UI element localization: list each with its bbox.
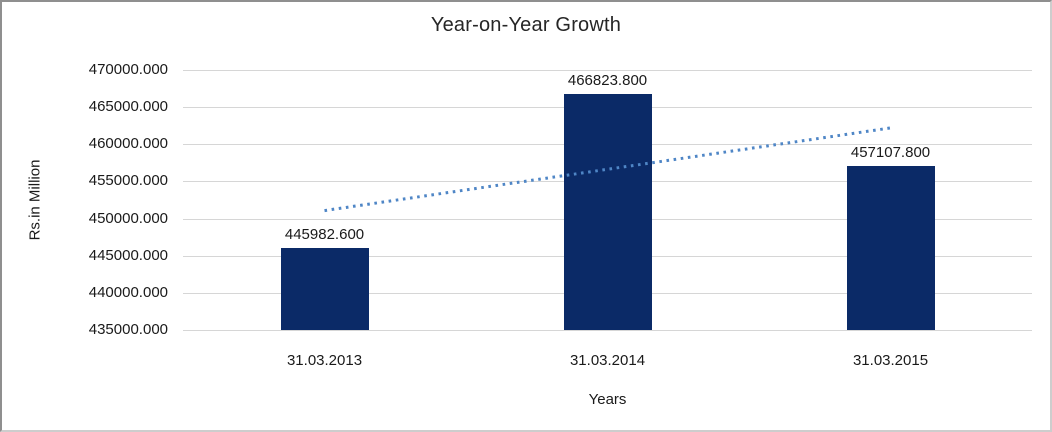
y-axis-title: Rs.in Million [26, 159, 44, 241]
chart-title: Year-on-Year Growth [430, 14, 622, 36]
bar [563, 93, 652, 330]
gridline [183, 70, 1032, 71]
y-tick-label: 465000.000 [88, 98, 168, 116]
y-tick-label: 460000.000 [88, 135, 168, 153]
plot-area: 445982.600 466823.800 457107.800 [183, 70, 1032, 331]
bar-value-label: 457107.800 [850, 143, 931, 161]
y-tick-label: 445000.000 [88, 246, 168, 264]
y-tick-label: 470000.000 [88, 61, 168, 78]
bar-value-label: 466823.800 [567, 71, 648, 89]
trendline [324, 126, 891, 213]
x-category-label: 31.03.2013 [286, 352, 363, 369]
x-category-label: 31.03.2015 [852, 352, 929, 369]
x-axis-title: Years [588, 391, 627, 408]
y-tick-label: 440000.000 [88, 283, 168, 301]
y-tick-label: 435000.000 [88, 321, 168, 338]
y-tick-label: 450000.000 [88, 209, 168, 227]
bar-value-label: 445982.600 [284, 226, 365, 244]
bar [280, 248, 369, 330]
bar [846, 165, 935, 330]
x-category-label: 31.03.2014 [569, 352, 646, 369]
gridline [183, 330, 1032, 331]
y-tick-label: 455000.000 [88, 172, 168, 190]
